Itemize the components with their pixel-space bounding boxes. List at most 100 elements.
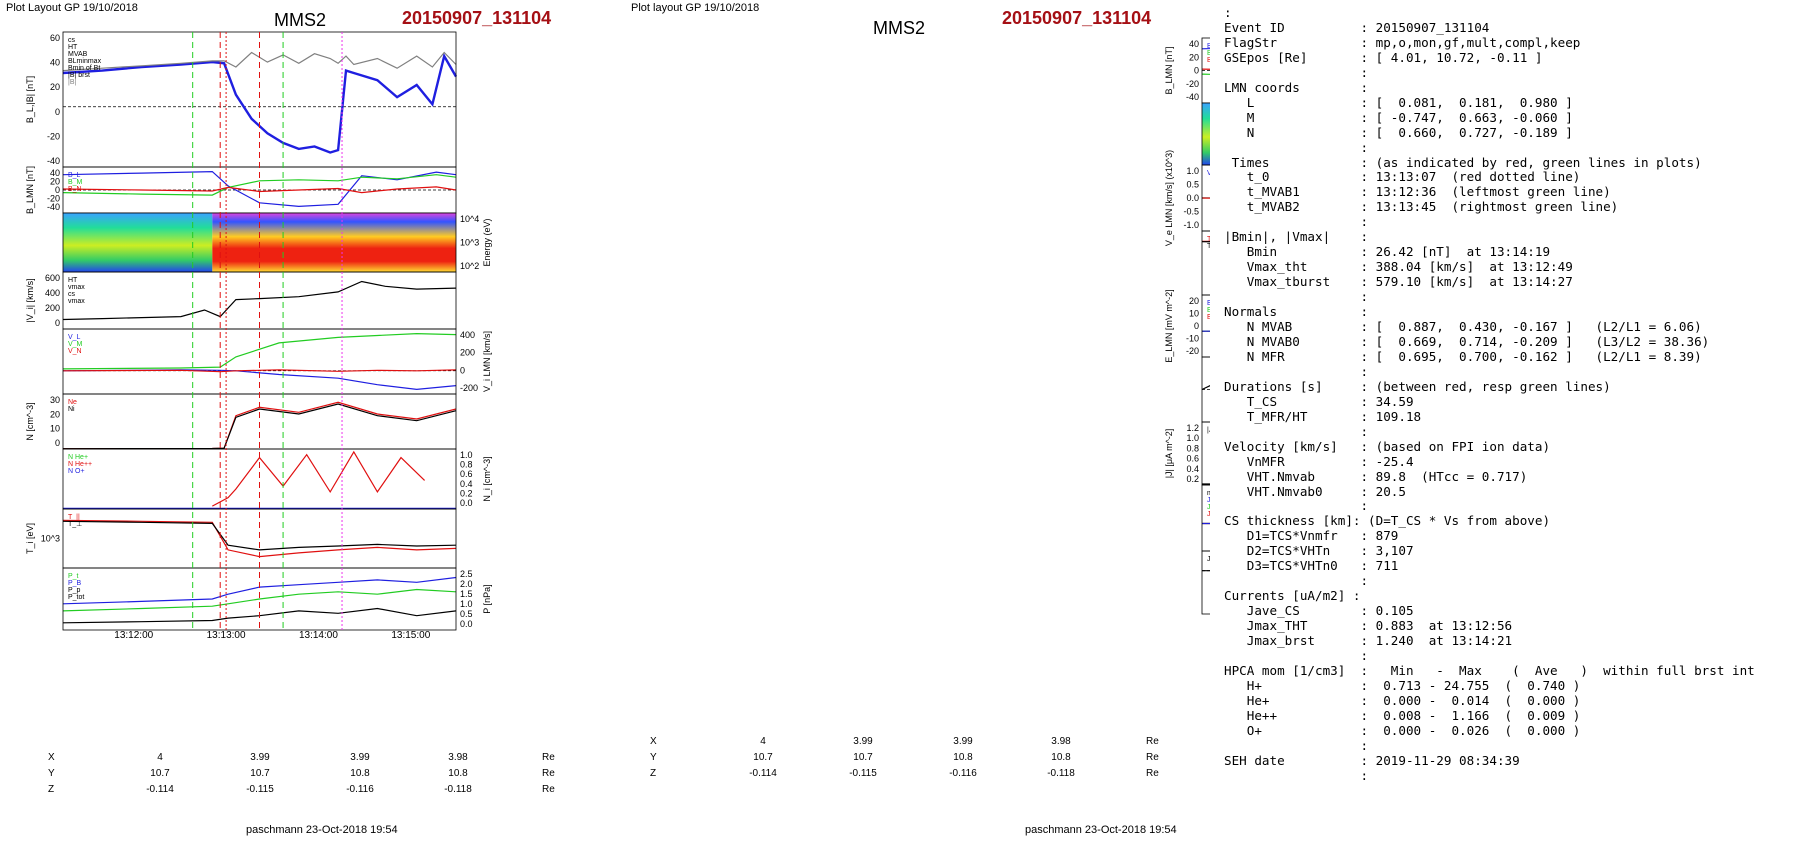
right-5-ytick: 0 xyxy=(1194,321,1199,331)
info-line: Velocity [km/s] : (based on FPI ion data… xyxy=(1224,438,1551,454)
left-4-ytick: 600 xyxy=(45,273,60,283)
right-7-ytick: 0.8 xyxy=(1186,443,1199,453)
info-line: : xyxy=(1224,139,1369,155)
right-3-legend-item: V_L xyxy=(1207,170,1210,177)
orbit-coord-label: X xyxy=(650,736,657,747)
info-line: N MVAB : [ 0.887, 0.430, -0.167 ] (L2/L1… xyxy=(1224,319,1702,335)
left-5-legend-item: V_M xyxy=(68,341,83,348)
left-5-panel: 400 200 0 -200 V_i LMN [km/s] V_LV_MV_N xyxy=(62,328,492,395)
right-4-panel: 10^310^2T_e [eV]T_||T_⊥ xyxy=(1201,230,1210,296)
info-line: D1=TCS*Vnmfr : 879 xyxy=(1224,528,1399,544)
left-1-series-B_L xyxy=(62,52,458,154)
left_figure-time-tick: 13:12:00 xyxy=(114,630,153,641)
right-7-ytick: 0.2 xyxy=(1186,474,1199,484)
info-line: D3=TCS*VHTn0 : 711 xyxy=(1224,558,1399,574)
info-line: LMN coords : xyxy=(1224,79,1369,95)
info-line: D2=TCS*VHTn : 3,107 xyxy=(1224,543,1414,559)
info-line: Jmax_brst : 1.240 at 13:14:21 xyxy=(1224,633,1513,649)
right-8-series-J_L xyxy=(1202,522,1210,525)
right-1-frame xyxy=(1201,37,1210,104)
left-7-series-N He++ xyxy=(212,450,426,507)
right-3-ytick: -1.0 xyxy=(1183,220,1199,230)
left-1-legend-item: |B| xyxy=(68,79,76,86)
left-1-ytick: 0 xyxy=(55,107,60,117)
left-1-legend-item: BLminmax xyxy=(68,58,102,65)
left-2-legend-item: B_L xyxy=(68,172,81,179)
info-line: Vmax_tht : 388.04 [km/s] at 13:12:49 xyxy=(1224,259,1573,275)
right-1-legend-item: B_L xyxy=(1207,43,1210,50)
orbit-value: -0.115 xyxy=(246,784,274,795)
right-6-frame xyxy=(1201,356,1210,423)
left-5-legend-item: V_N xyxy=(68,348,82,355)
left-5-series-V_M xyxy=(62,332,457,370)
left-5-ytick: -200 xyxy=(460,383,478,393)
right-9-series-J*E' xyxy=(1202,570,1210,572)
right-3-ytick: -0.5 xyxy=(1183,207,1199,217)
orbit-value: 3.99 xyxy=(953,736,973,747)
orbit-value: 10.7 xyxy=(150,768,170,779)
left-7-ytick: 0.8 xyxy=(460,460,473,470)
left-6-ytick: 10 xyxy=(50,424,60,434)
right-1-ytick: -20 xyxy=(1186,79,1199,89)
left-8-legend-item: T_⊥ xyxy=(68,521,82,528)
left-8-legend-item: T_|| xyxy=(68,514,80,521)
left-1-ytick: 40 xyxy=(50,58,60,68)
left-7-legend-item: N He+ xyxy=(68,454,88,461)
right-figure-header: Plot layout GP 19/10/2018 xyxy=(631,2,760,14)
right-7-series-|J| xyxy=(1202,483,1210,485)
right-1-ytick: -40 xyxy=(1186,92,1199,102)
left-orbit-table: X 4 3.99 3.99 3.98 Re Y 10.7 10.7 10.8 10.8 Re Z -0.1… xyxy=(0,752,590,812)
left_figure-time-tick: 13:15:00 xyxy=(391,630,430,641)
left-4-legend-item: HT xyxy=(68,277,78,284)
left-1-legend-item: MVAB xyxy=(68,51,88,58)
orbit-value: 3.98 xyxy=(1051,736,1071,747)
right-8-legend-item: J_M xyxy=(1207,504,1210,511)
info-line: T_CS : 34.59 xyxy=(1224,393,1414,409)
left-1-series-|B| xyxy=(62,51,457,72)
right-3-ytick: 0.5 xyxy=(1186,180,1199,190)
left-2-legend-item: B_N xyxy=(68,186,82,193)
left-9-series-P_p xyxy=(62,607,457,624)
right-7-legend-item: |J| xyxy=(1207,427,1210,434)
left-2-ylabel: B_LMN [nT] xyxy=(25,166,35,214)
left-6-ylabel: N [cm^-3] xyxy=(25,402,35,440)
info-line: FlagStr : mp,o,mon,gf,mult,compl,keep xyxy=(1224,34,1581,50)
right-3-panel: 1.0 0.5 0.0 -0.5 -1.0 V_e LMN [km/s] (x10^3) V… xyxy=(1164,150,1210,246)
left-9-series-P_B xyxy=(62,576,457,605)
left-9-ytick: 0.0 xyxy=(460,619,473,629)
left-2-ytick: 40 xyxy=(50,168,60,178)
info-line: VnMFR : -25.4 xyxy=(1224,453,1414,469)
right-6-panel: 100-10E_M [mV m^-2] xyxy=(1201,356,1210,423)
info-line: VHT.Nmvab0 : 20.5 xyxy=(1224,483,1406,499)
left-7-ytick: 0.2 xyxy=(460,488,473,498)
right-5-panel: 20 10 0 -10 -20 E_LMN [mV m^-2] E_LE_ME_N xyxy=(1164,289,1210,363)
left-5-ytick: 0 xyxy=(460,365,465,375)
left-2-ytick: -20 xyxy=(47,194,60,204)
left-4-legend-item: vmax xyxy=(68,298,85,305)
orbit-value: 3.99 xyxy=(350,752,370,763)
left-3-ytick: 10^2 xyxy=(460,261,479,271)
info-line: L : [ 0.081, 0.181, 0.980 ] xyxy=(1224,94,1573,110)
info-line: : xyxy=(1224,767,1369,783)
left-7-ytick: 0.0 xyxy=(460,498,473,508)
left-2-legend-item: B_M xyxy=(68,179,83,186)
info-line: Event ID : 20150907_131104 xyxy=(1224,19,1490,35)
event-info-panel: : Event ID : 20150907_131104 FlagStr : mp,… xyxy=(1224,5,1755,784)
orbit-value: 10.8 xyxy=(448,768,468,779)
right-figure-footer: paschmann 23-Oct-2018 19:54 xyxy=(1025,824,1177,836)
right-5-ytick: -10 xyxy=(1186,334,1199,344)
left-7-ytick: 0.4 xyxy=(460,479,473,489)
left-4-frame xyxy=(62,271,457,330)
left-3-region-before xyxy=(63,213,213,272)
orbit-unit: Re xyxy=(1146,768,1159,779)
orbit-value: 10.7 xyxy=(853,752,873,763)
left-1-legend-item: cs xyxy=(68,37,76,44)
orbit-coord-label: Y xyxy=(48,768,55,779)
right-1-ytick: 20 xyxy=(1189,52,1199,62)
right-3-series-V_M xyxy=(1201,197,1210,199)
orbit-value: 10.8 xyxy=(1051,752,1071,763)
left-1-ytick: 60 xyxy=(50,33,60,43)
left-2-ytick: 0 xyxy=(55,185,60,195)
info-line: SEH date : 2019-11-29 08:34:39 xyxy=(1224,752,1520,768)
right-7-ylabel: |J| [μA m^-2] xyxy=(1164,429,1174,479)
